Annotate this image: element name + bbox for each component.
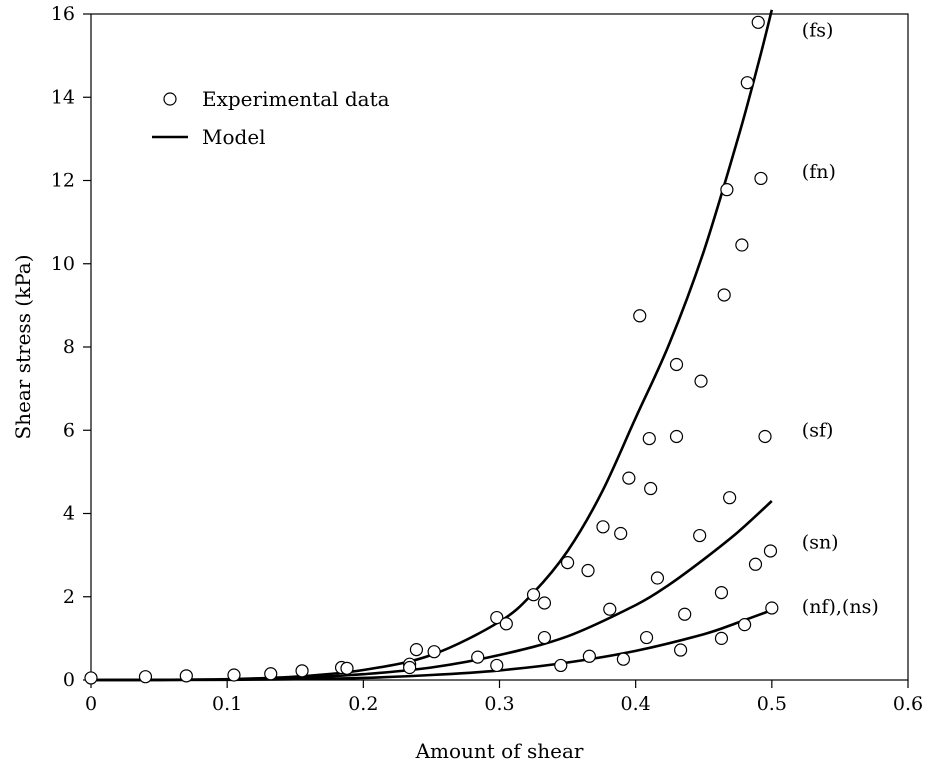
data-point xyxy=(642,431,656,446)
data-point xyxy=(714,585,729,600)
data-point xyxy=(526,588,541,602)
plot-area xyxy=(90,13,909,681)
y-tick-label: 16 xyxy=(51,3,75,25)
data-point xyxy=(720,183,734,197)
data-point xyxy=(537,596,552,610)
data-point xyxy=(740,76,754,90)
data-point xyxy=(614,526,628,541)
data-point xyxy=(735,238,749,252)
data-point xyxy=(674,643,688,657)
curve-label: (fs) xyxy=(802,20,834,42)
x-tick-label: 0.1 xyxy=(212,693,242,715)
data-point xyxy=(582,649,596,663)
data-point xyxy=(295,664,309,678)
data-point xyxy=(554,658,568,673)
data-point xyxy=(227,668,241,682)
data-point xyxy=(179,669,193,683)
data-point xyxy=(714,631,729,645)
legend-label: Model xyxy=(202,125,266,149)
data-point xyxy=(644,481,658,496)
model-curve xyxy=(90,9,774,682)
data-point xyxy=(763,544,778,558)
data-point xyxy=(560,556,575,570)
data-point xyxy=(633,309,647,323)
curve-label: (fn) xyxy=(802,161,836,183)
data-point xyxy=(138,670,153,684)
x-tick-label: 0.4 xyxy=(621,693,651,715)
y-tick-label: 12 xyxy=(51,170,75,192)
data-point xyxy=(694,374,708,388)
curve-label: (sn) xyxy=(802,532,839,554)
data-point xyxy=(581,563,595,578)
legend: Experimental data Model xyxy=(152,87,390,149)
model-curves xyxy=(90,9,774,682)
x-tick-label: 0.6 xyxy=(893,693,923,715)
plot-border xyxy=(90,13,909,681)
y-axis: 0 2 4 6 8 10 12 14 16 xyxy=(51,3,91,691)
data-point xyxy=(490,610,504,625)
y-tick-label: 10 xyxy=(51,253,75,275)
y-axis-title: Shear stress (kPa) xyxy=(11,254,35,439)
curve-annotations: (fs) (fn) (sf) (sn) (nf),(ns) xyxy=(802,20,879,619)
data-point xyxy=(669,357,684,372)
data-point xyxy=(717,288,731,302)
data-point xyxy=(499,617,513,631)
data-point xyxy=(754,171,768,186)
data-point xyxy=(678,607,692,621)
data-point xyxy=(409,643,424,657)
y-tick-label: 14 xyxy=(51,86,75,108)
data-point xyxy=(616,652,631,666)
data-point xyxy=(427,645,441,659)
legend-marker-circle xyxy=(163,92,177,106)
data-point xyxy=(403,660,417,675)
legend-label: Experimental data xyxy=(202,87,390,111)
data-point xyxy=(603,602,617,616)
data-point xyxy=(748,557,763,571)
data-point xyxy=(765,601,779,615)
x-tick-label: 0.2 xyxy=(348,693,378,715)
curve-label: (nf),(ns) xyxy=(802,596,879,618)
data-point xyxy=(650,571,665,585)
data-point xyxy=(639,630,654,645)
model-curve xyxy=(90,608,773,682)
data-point xyxy=(669,429,684,444)
data-point xyxy=(622,471,636,485)
data-point xyxy=(596,520,610,534)
experimental-points xyxy=(84,15,779,685)
x-tick-label: 0 xyxy=(85,693,97,715)
y-tick-label: 6 xyxy=(63,419,75,441)
data-point xyxy=(751,15,765,29)
x-axis: 0 0.1 0.2 0.3 0.4 0.5 0.6 xyxy=(85,680,923,715)
data-point xyxy=(490,658,504,673)
y-tick-label: 2 xyxy=(63,586,75,608)
y-tick-label: 8 xyxy=(63,336,75,358)
data-point xyxy=(693,528,707,543)
y-tick-label: 0 xyxy=(63,669,75,691)
data-point xyxy=(84,671,98,685)
data-point xyxy=(340,661,354,675)
x-tick-label: 0.5 xyxy=(757,693,787,715)
data-point xyxy=(471,650,485,664)
data-point xyxy=(723,491,737,505)
x-tick-label: 0.3 xyxy=(484,693,514,715)
data-point xyxy=(758,429,772,444)
curve-label: (sf) xyxy=(802,419,834,441)
y-tick-label: 4 xyxy=(63,503,75,525)
data-point xyxy=(737,618,752,632)
data-point xyxy=(264,667,278,681)
x-axis-title: Amount of shear xyxy=(415,739,584,763)
data-point xyxy=(537,630,552,645)
